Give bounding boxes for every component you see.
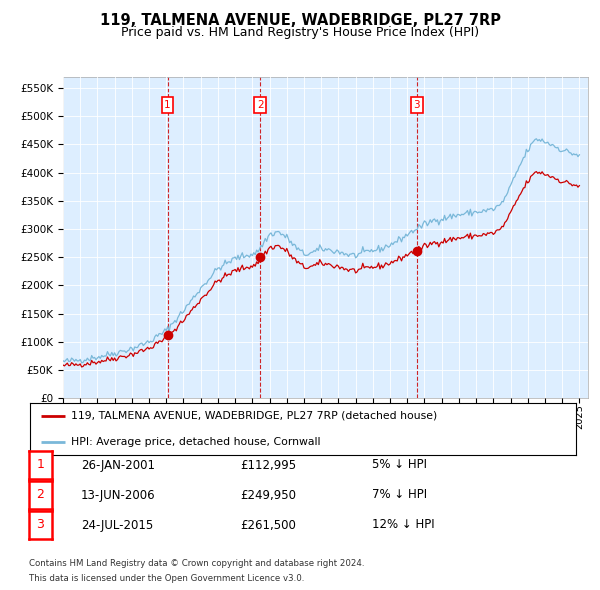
Text: 2: 2 xyxy=(36,489,44,502)
Text: Contains HM Land Registry data © Crown copyright and database right 2024.: Contains HM Land Registry data © Crown c… xyxy=(29,559,364,568)
Text: £249,950: £249,950 xyxy=(240,489,296,502)
Text: 7% ↓ HPI: 7% ↓ HPI xyxy=(372,489,427,502)
Text: 1: 1 xyxy=(164,100,171,110)
Text: 24-JUL-2015: 24-JUL-2015 xyxy=(81,519,153,532)
Text: 3: 3 xyxy=(36,519,44,532)
Text: 3: 3 xyxy=(413,100,420,110)
Text: 12% ↓ HPI: 12% ↓ HPI xyxy=(372,519,434,532)
Text: 26-JAN-2001: 26-JAN-2001 xyxy=(81,458,155,471)
Text: Price paid vs. HM Land Registry's House Price Index (HPI): Price paid vs. HM Land Registry's House … xyxy=(121,26,479,39)
Text: 5% ↓ HPI: 5% ↓ HPI xyxy=(372,458,427,471)
Text: £112,995: £112,995 xyxy=(240,458,296,471)
Text: 13-JUN-2006: 13-JUN-2006 xyxy=(81,489,155,502)
Text: HPI: Average price, detached house, Cornwall: HPI: Average price, detached house, Corn… xyxy=(71,437,320,447)
Text: £261,500: £261,500 xyxy=(240,519,296,532)
Text: This data is licensed under the Open Government Licence v3.0.: This data is licensed under the Open Gov… xyxy=(29,574,304,583)
Text: 2: 2 xyxy=(257,100,263,110)
Text: 119, TALMENA AVENUE, WADEBRIDGE, PL27 7RP: 119, TALMENA AVENUE, WADEBRIDGE, PL27 7R… xyxy=(100,13,500,28)
Text: 1: 1 xyxy=(36,458,44,471)
Text: 119, TALMENA AVENUE, WADEBRIDGE, PL27 7RP (detached house): 119, TALMENA AVENUE, WADEBRIDGE, PL27 7R… xyxy=(71,411,437,421)
